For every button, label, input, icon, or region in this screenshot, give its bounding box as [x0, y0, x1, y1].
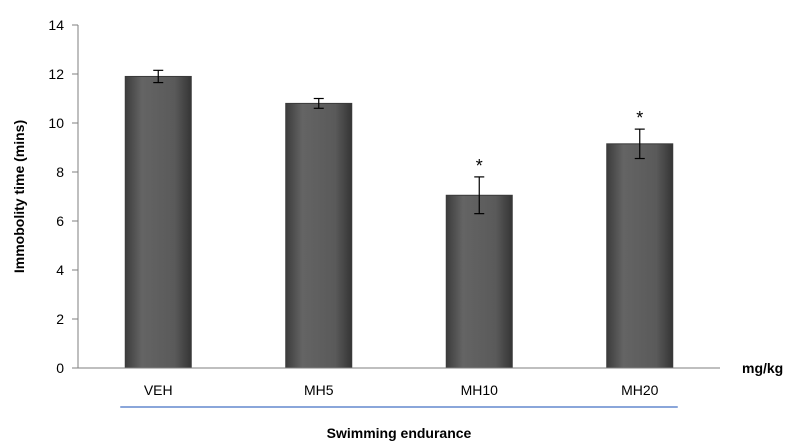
y-axis-title: Immobolity time (mins)	[11, 120, 27, 273]
bar-mh10	[445, 194, 513, 369]
x-axis-title: Swimming endurance	[327, 425, 472, 441]
x-axis-labels: VEH MH5 MH10 MH20	[144, 382, 659, 398]
y-axis-ticks: 0 2 4 6 8 10 12 14	[48, 17, 78, 376]
x-axis-unit-label: mg/kg	[742, 360, 783, 376]
y-tick-label: 10	[48, 115, 64, 131]
significance-star-mh20: *	[636, 108, 643, 128]
bars	[124, 75, 674, 369]
bar-mh20	[606, 143, 674, 369]
y-tick-label: 14	[48, 17, 64, 33]
x-tick-label-mh20: MH20	[621, 382, 659, 398]
y-tick-label: 2	[56, 311, 64, 327]
y-tick-label: 4	[56, 262, 64, 278]
error-bars	[153, 69, 645, 215]
significance-star-mh10: *	[476, 156, 483, 176]
y-tick-label: 6	[56, 213, 64, 229]
x-tick-label-veh: VEH	[144, 382, 173, 398]
x-tick-label-mh5: MH5	[304, 382, 334, 398]
bar-veh	[124, 75, 192, 369]
bar-mh5	[285, 102, 353, 369]
y-tick-label: 8	[56, 164, 64, 180]
x-tick-label-mh10: MH10	[461, 382, 499, 398]
significance-markers: **	[476, 108, 644, 176]
y-tick-label: 0	[56, 360, 64, 376]
y-tick-label: 12	[48, 66, 64, 82]
